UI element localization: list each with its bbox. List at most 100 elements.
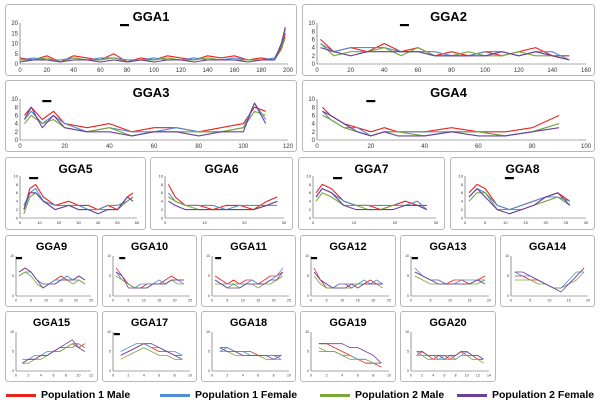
panel-plot: 0 20 40 60 80 100 120 0 2 4 6 8 10 bbox=[11, 97, 293, 150]
x-tick-label: 20 bbox=[586, 299, 590, 303]
y-tick-label: 0 bbox=[407, 369, 409, 373]
x-tick-label: 6 bbox=[443, 374, 445, 378]
y-tick-label: 10 bbox=[305, 254, 309, 258]
x-tick-label: 60 bbox=[135, 220, 140, 225]
x-tick-label: 0 bbox=[315, 68, 319, 74]
x-tick-label: 10 bbox=[241, 299, 245, 303]
y-tick-label: 5 bbox=[109, 350, 111, 354]
series-line bbox=[318, 343, 382, 364]
y-tick-label: 4 bbox=[461, 199, 464, 204]
x-tick-label: 0 bbox=[19, 220, 22, 225]
x-tick-label: 10 bbox=[287, 374, 291, 378]
y-tick-label: 10 bbox=[11, 42, 18, 48]
x-tick-label: 100 bbox=[581, 144, 592, 150]
legend-label: Population 2 Male bbox=[355, 389, 445, 401]
y-tick-label: 0 bbox=[208, 294, 210, 298]
y-tick-label: 0 bbox=[307, 294, 309, 298]
marker-bar bbox=[16, 257, 22, 260]
x-tick-label: 20 bbox=[74, 299, 78, 303]
x-tick-label: 0 bbox=[464, 220, 467, 225]
marker-bar bbox=[42, 100, 52, 103]
y-tick-label: 10 bbox=[505, 254, 509, 258]
y-tick-label: 0 bbox=[208, 369, 210, 373]
y-tick-label: 0 bbox=[307, 369, 309, 373]
panel-gga20: 0 2 4 6 8 10 12 14 0 5 10 GGA20 bbox=[400, 311, 496, 382]
x-tick-label: 10 bbox=[503, 220, 508, 225]
y-tick-label: 0 bbox=[12, 369, 14, 373]
y-tick-label: 5 bbox=[12, 274, 14, 278]
y-tick-label: 10 bbox=[405, 330, 409, 334]
x-tick-label: 30 bbox=[76, 220, 81, 225]
x-tick-label: 8 bbox=[174, 374, 176, 378]
y-tick-label: 6 bbox=[16, 190, 19, 195]
x-tick-label: 80 bbox=[529, 144, 536, 150]
marker-bar bbox=[113, 333, 120, 336]
x-tick-label: 40 bbox=[106, 144, 113, 150]
panel-title: GGA7 bbox=[354, 162, 389, 176]
series-line bbox=[18, 271, 86, 285]
y-tick-label: 5 bbox=[307, 350, 309, 354]
y-tick-label: 0 bbox=[312, 62, 316, 68]
series-line bbox=[19, 28, 286, 61]
x-tick-label: 4 bbox=[242, 374, 244, 378]
x-tick-label: 10 bbox=[188, 374, 192, 378]
y-tick-label: 10 bbox=[307, 173, 312, 178]
panel-title: GGA1 bbox=[132, 9, 170, 24]
x-tick-label: 4 bbox=[143, 374, 145, 378]
marker-bar bbox=[120, 24, 130, 27]
y-tick-label: 4 bbox=[161, 199, 164, 204]
panel-plot: 0 20 40 60 80 100 120 140 160 0 2 4 6 8 10 bbox=[308, 21, 591, 74]
series-line bbox=[318, 351, 382, 364]
series-line bbox=[23, 192, 134, 215]
x-tick-label: 20 bbox=[347, 68, 354, 74]
panel-gga19: 0 2 4 6 8 10 0 5 10 GGA19 bbox=[300, 311, 396, 382]
y-tick-label: 5 bbox=[12, 350, 14, 354]
x-tick-label: 10 bbox=[142, 299, 146, 303]
x-tick-label: 5 bbox=[529, 299, 531, 303]
x-tick-label: 80 bbox=[124, 68, 131, 74]
y-tick-label: 0 bbox=[309, 215, 312, 220]
series-line bbox=[168, 200, 278, 211]
panel-gga17: 0 2 4 6 8 10 0 5 10 GGA17 bbox=[102, 311, 197, 382]
series-line bbox=[24, 102, 267, 133]
x-tick-label: 2 bbox=[326, 374, 328, 378]
x-tick-label: 120 bbox=[514, 68, 525, 74]
x-tick-label: 20 bbox=[367, 144, 374, 150]
x-tick-label: 2 bbox=[226, 374, 228, 378]
panel-gga15: 0 2 4 6 8 10 12 0 5 10 GGA15 bbox=[5, 311, 98, 382]
x-tick-label: 100 bbox=[149, 68, 160, 74]
series-line bbox=[322, 110, 560, 137]
y-tick-label: 10 bbox=[206, 254, 210, 258]
x-tick-label: 140 bbox=[547, 68, 558, 74]
y-tick-label: 0 bbox=[15, 138, 19, 144]
x-tick-label: 0 bbox=[211, 299, 213, 303]
y-tick-label: 2 bbox=[16, 207, 19, 212]
x-tick-label: 6 bbox=[158, 374, 160, 378]
panel-gga11: 0 5 10 15 20 25 0 5 10 GGA11 bbox=[201, 235, 296, 307]
series-line bbox=[24, 102, 267, 137]
panel-gga3: 0 20 40 60 80 100 120 0 2 4 6 8 10 GGA3 bbox=[5, 80, 297, 152]
panel-gga9: 0 5 10 15 20 25 0 5 10 GGA9 bbox=[5, 235, 98, 307]
marker-bar bbox=[119, 257, 126, 260]
y-tick-label: 5 bbox=[307, 274, 309, 278]
panel-plot: 0 5 10 15 20 25 0 5 10 bbox=[206, 254, 291, 303]
panel-plot: 0 2 4 6 8 10 0 5 10 bbox=[107, 330, 192, 378]
panel-plot: 0 10 20 30 0 2 4 6 8 10 bbox=[307, 173, 439, 225]
x-tick-label: 40 bbox=[421, 144, 428, 150]
y-tick-label: 8 bbox=[15, 105, 19, 111]
y-tick-label: 0 bbox=[15, 62, 19, 68]
series-line bbox=[414, 271, 486, 285]
x-tick-label: 0 bbox=[15, 299, 17, 303]
x-tick-label: 0 bbox=[112, 299, 114, 303]
x-tick-label: 15 bbox=[523, 220, 528, 225]
y-tick-label: 5 bbox=[208, 274, 210, 278]
series-line bbox=[22, 339, 86, 364]
y-tick-label: 6 bbox=[15, 114, 19, 120]
series-line bbox=[24, 106, 266, 133]
panel-gga1: 0 20 40 60 80 100 120 140 160 180 200 0 5 10 15 20 GGA1 bbox=[5, 4, 297, 76]
x-tick-label: 5 bbox=[127, 299, 129, 303]
series-line bbox=[514, 267, 585, 293]
y-tick-label: 10 bbox=[159, 173, 164, 178]
x-tick-label: 12 bbox=[476, 374, 480, 378]
x-tick-label: 5 bbox=[430, 299, 432, 303]
